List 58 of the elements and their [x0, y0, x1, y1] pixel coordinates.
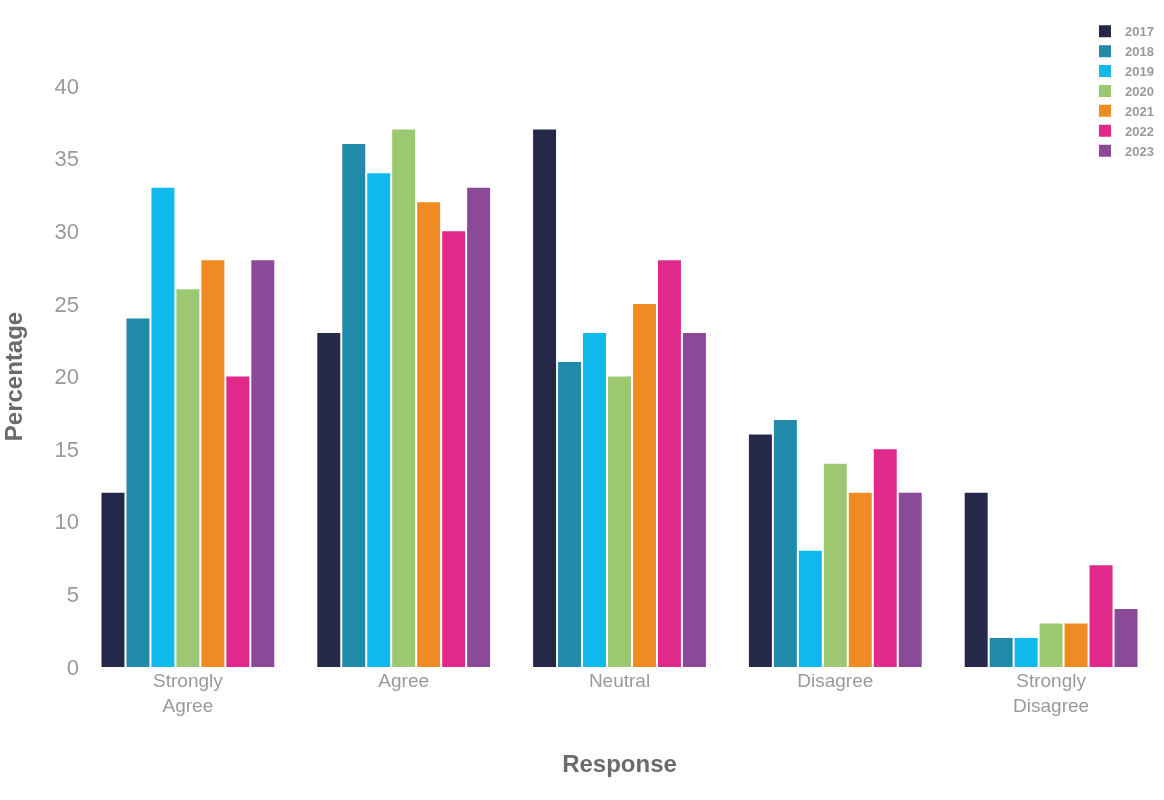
bar: [748, 434, 772, 667]
y-tick-label: 25: [54, 291, 79, 317]
y-tick-label: 5: [66, 582, 79, 608]
bar: [1039, 623, 1063, 667]
bar: [773, 420, 797, 667]
y-tick-label: 40: [54, 73, 79, 99]
bar: [467, 187, 491, 667]
x-tick-label: Disagree: [797, 670, 874, 691]
bar: [226, 376, 250, 667]
bar: [176, 289, 200, 667]
bar: [251, 260, 275, 667]
legend-label: 2022: [1125, 123, 1154, 139]
bar: [442, 231, 466, 667]
bar: [1114, 608, 1138, 667]
bar: [608, 376, 631, 667]
legend-label: 2020: [1125, 84, 1154, 99]
bar: [533, 129, 557, 667]
y-tick-label: 0: [66, 654, 79, 680]
bar: [101, 492, 125, 667]
bar: [1014, 637, 1038, 667]
legend-label: 2018: [1125, 44, 1154, 60]
bar: [417, 202, 441, 667]
bar: [798, 550, 822, 667]
bar: [317, 332, 341, 667]
bar: [848, 492, 872, 667]
x-axis-title: Response: [562, 750, 677, 777]
y-tick-label: 20: [54, 364, 79, 390]
y-tick-label: 30: [54, 218, 79, 244]
bar: [898, 492, 922, 667]
bar: [392, 129, 416, 667]
x-tick-label: Neutral: [588, 670, 651, 691]
bar: [657, 260, 681, 667]
x-tick-label: Agree: [378, 670, 430, 691]
y-tick-label: 10: [54, 509, 79, 535]
bar: [558, 361, 582, 667]
bar: [583, 332, 607, 667]
x-tick-label: Strongly Agree: [153, 670, 224, 716]
bar: [1089, 565, 1113, 667]
bar: [367, 173, 391, 667]
legend-label: 2017: [1125, 24, 1154, 40]
legend-label: 2019: [1125, 64, 1154, 80]
bar: [989, 637, 1013, 667]
y-axis-title: Percentage: [0, 311, 27, 442]
x-tick-label: Strongly Disagree: [1013, 670, 1090, 716]
bar: [342, 144, 366, 667]
bar: [201, 260, 225, 667]
bar: [682, 332, 706, 667]
legend-label: 2023: [1125, 143, 1154, 159]
y-tick-label: 15: [54, 436, 79, 462]
bar: [632, 303, 656, 667]
bar: [823, 463, 847, 667]
y-tick-label: 35: [54, 146, 79, 172]
bar: [1064, 623, 1088, 667]
bar: [151, 187, 175, 667]
bar: [873, 449, 897, 667]
bar: [964, 492, 988, 667]
legend-label: 2021: [1125, 103, 1154, 119]
bar: [126, 318, 150, 667]
